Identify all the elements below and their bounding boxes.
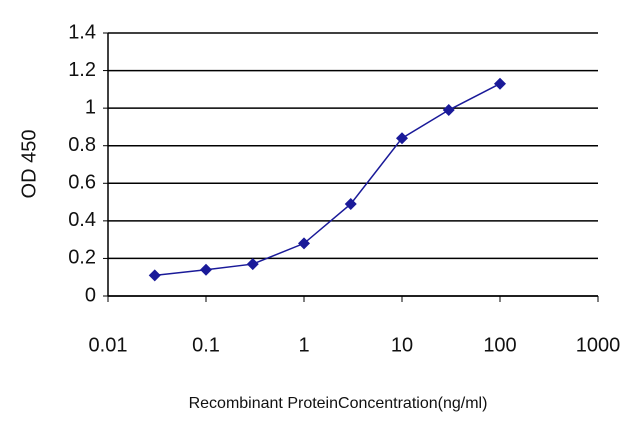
x-tick-label: 1000 <box>576 334 621 356</box>
y-tick-label: 1.4 <box>68 21 96 43</box>
data-point <box>298 237 310 250</box>
y-tick-label: 1.2 <box>68 59 96 81</box>
y-tick-label: 0.4 <box>68 209 96 231</box>
data-point <box>396 132 408 145</box>
data-point <box>200 263 212 276</box>
x-tick-label: 10 <box>391 334 413 356</box>
data-point <box>148 269 161 282</box>
x-tick-label: 0.01 <box>89 334 128 356</box>
x-tick-label: 0.1 <box>192 334 220 356</box>
y-tick-label: 0.2 <box>68 247 96 269</box>
y-tick-label: 0.8 <box>68 134 96 156</box>
data-line <box>154 83 501 277</box>
y-tick-label: 0.6 <box>68 172 96 194</box>
data-point <box>494 77 506 90</box>
x-tick-label: 100 <box>483 334 516 356</box>
data-point <box>344 197 357 210</box>
y-tick-label: 0 <box>85 284 96 306</box>
x-tick-label: 1 <box>298 334 309 356</box>
data-point <box>246 258 259 271</box>
y-tick-label: 1 <box>85 96 96 118</box>
data-point <box>442 104 455 117</box>
x-axis-label: Recombinant ProteinConcentration(ng/ml) <box>189 395 488 412</box>
y-axis-label: OD 450 <box>18 130 40 199</box>
